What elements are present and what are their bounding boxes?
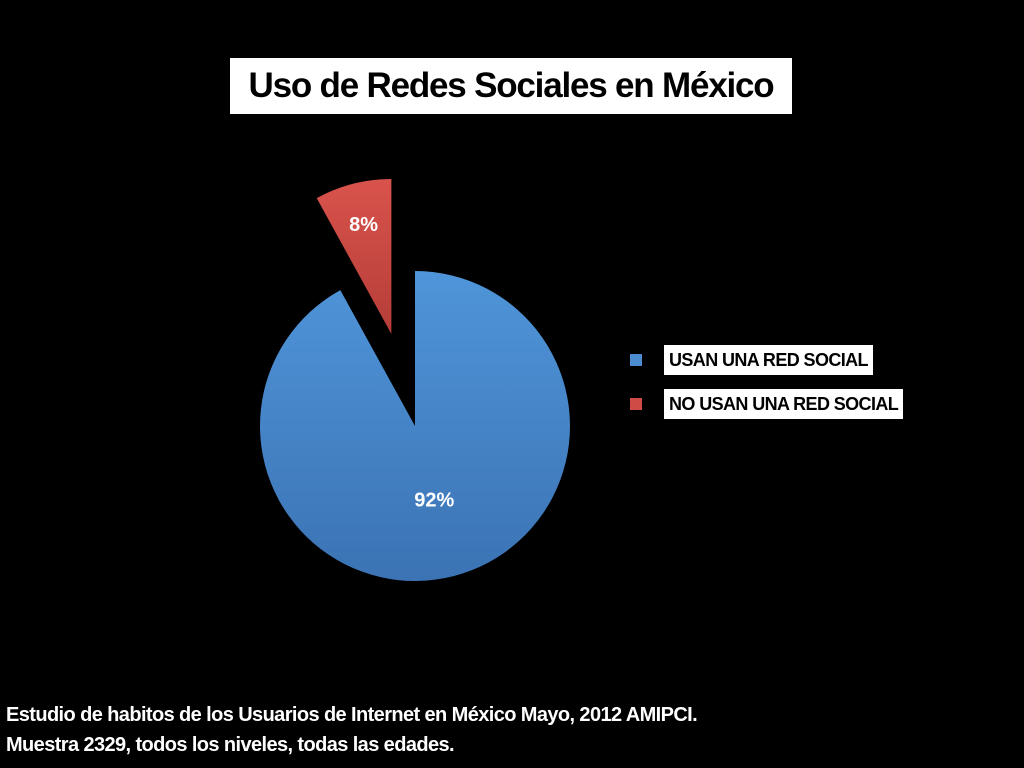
legend-item-no-usan: NO USAN UNA RED SOCIAL — [630, 389, 904, 419]
pie-data-label-1: 8% — [349, 214, 378, 236]
legend-label-box-no-usan: NO USAN UNA RED SOCIAL — [664, 389, 904, 419]
pie-slice-1 — [316, 178, 392, 334]
legend-swatch-usan — [630, 354, 642, 366]
legend-swatch-no-usan — [630, 398, 642, 410]
footnote-line-1: Estudio de habitos de los Usuarios de In… — [6, 704, 698, 726]
chart-title-box: Uso de Redes Sociales en México — [230, 58, 792, 114]
legend-item-usan: USAN UNA RED SOCIAL — [630, 345, 873, 375]
legend-label-no-usan: NO USAN UNA RED SOCIAL — [669, 393, 899, 414]
legend-label-box-usan: USAN UNA RED SOCIAL — [664, 345, 873, 375]
chart-title: Uso de Redes Sociales en México — [248, 66, 775, 105]
pie-slice-0 — [259, 271, 570, 581]
footnote-line-2: Muestra 2329, todos los niveles, todas l… — [6, 734, 455, 756]
legend-label-usan: USAN UNA RED SOCIAL — [669, 349, 869, 370]
pie-data-label-0: 92% — [414, 489, 454, 511]
